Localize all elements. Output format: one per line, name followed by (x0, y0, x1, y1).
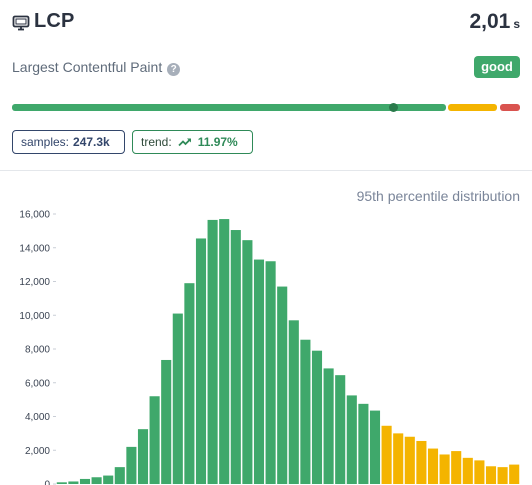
score-bar-needs-improvement-segment (448, 104, 497, 111)
histogram-bar (242, 240, 253, 484)
score-bar-marker (389, 103, 398, 112)
section-divider (0, 170, 532, 171)
histogram-bar (79, 478, 91, 484)
distribution-histogram: 0 2,000 4,000 6,000 8,000 10,000 12,000 14,000 1… (19, 210, 520, 485)
score-distribution-bar (12, 103, 520, 112)
histogram-bar (509, 464, 520, 484)
histogram-bar (230, 230, 241, 484)
samples-pill: samples: 247.3k (12, 130, 125, 154)
histogram-bar (184, 283, 195, 484)
score-bar-good-segment (12, 104, 446, 111)
trend-value: 11.97% (197, 135, 238, 149)
metric-title: LCP (34, 10, 75, 32)
trend-label: trend: (141, 135, 172, 149)
histogram-bar (56, 482, 67, 484)
y-tick-label: 10,000 (19, 311, 50, 322)
y-tick-label: 4,000 (25, 412, 50, 423)
histogram-bar (451, 451, 462, 484)
histogram-bar (103, 475, 114, 484)
histogram-bar (404, 436, 415, 484)
histogram-bar (346, 395, 357, 484)
monitor-icon (12, 15, 30, 31)
histogram-bar (265, 261, 276, 484)
question-circle-icon[interactable]: ? (167, 63, 181, 76)
histogram-bar (427, 448, 439, 484)
metric-value-number: 2,01 (469, 10, 511, 33)
metric-full-name: Largest Contentful Paint (12, 59, 163, 75)
rating-badge: good (474, 56, 520, 78)
histogram-bar (393, 433, 404, 485)
metric-value-unit: s (513, 17, 520, 31)
histogram-bar (161, 359, 172, 484)
histogram-bar (288, 320, 299, 484)
metric-value: 2,01 s (469, 10, 520, 34)
histogram-bar (219, 219, 230, 484)
y-tick-label: 6,000 (25, 378, 50, 389)
histogram-bar (126, 446, 137, 485)
histogram-bar (253, 259, 265, 484)
y-tick-label: 14,000 (19, 243, 50, 254)
card-header: LCP 2,01 s (12, 8, 520, 38)
samples-value: 247.3k (73, 135, 110, 149)
histogram-bar (172, 313, 183, 484)
histogram-bar (358, 403, 369, 484)
trending-up-icon (178, 138, 191, 147)
histogram-bar (323, 368, 334, 484)
histogram-bar (68, 481, 79, 484)
y-tick-label: 2,000 (25, 446, 50, 457)
histogram-bar (485, 466, 497, 484)
histogram-bar (277, 286, 288, 484)
y-tick-label: 16,000 (19, 210, 50, 221)
histogram-bar (195, 238, 207, 484)
trend-pill: trend: 11.97% (132, 130, 253, 154)
histogram-bar (497, 467, 508, 485)
histogram-bar (91, 477, 102, 484)
histogram-bar (149, 396, 160, 484)
histogram-bar (300, 339, 311, 484)
histogram-bar (416, 440, 427, 484)
y-tick-label: 12,000 (19, 277, 50, 288)
histogram-bar (381, 425, 392, 484)
y-tick-label: 8,000 (25, 345, 50, 356)
samples-label: samples: (21, 135, 70, 149)
score-bar-poor-segment (500, 104, 520, 111)
histogram-bar (137, 429, 149, 484)
histogram-bar (335, 375, 346, 484)
histogram-bar (207, 219, 218, 484)
histogram-bar (474, 460, 485, 485)
histogram-bar (114, 467, 125, 485)
distribution-title: 95th percentile distribution (356, 188, 520, 204)
histogram-bar (439, 454, 450, 484)
histogram-bar (369, 410, 381, 484)
histogram-bar (462, 457, 473, 484)
y-tick-label: 0 (44, 480, 50, 485)
histogram-bar (311, 350, 323, 484)
metric-subtitle: Largest Contentful Paint? (12, 59, 181, 76)
